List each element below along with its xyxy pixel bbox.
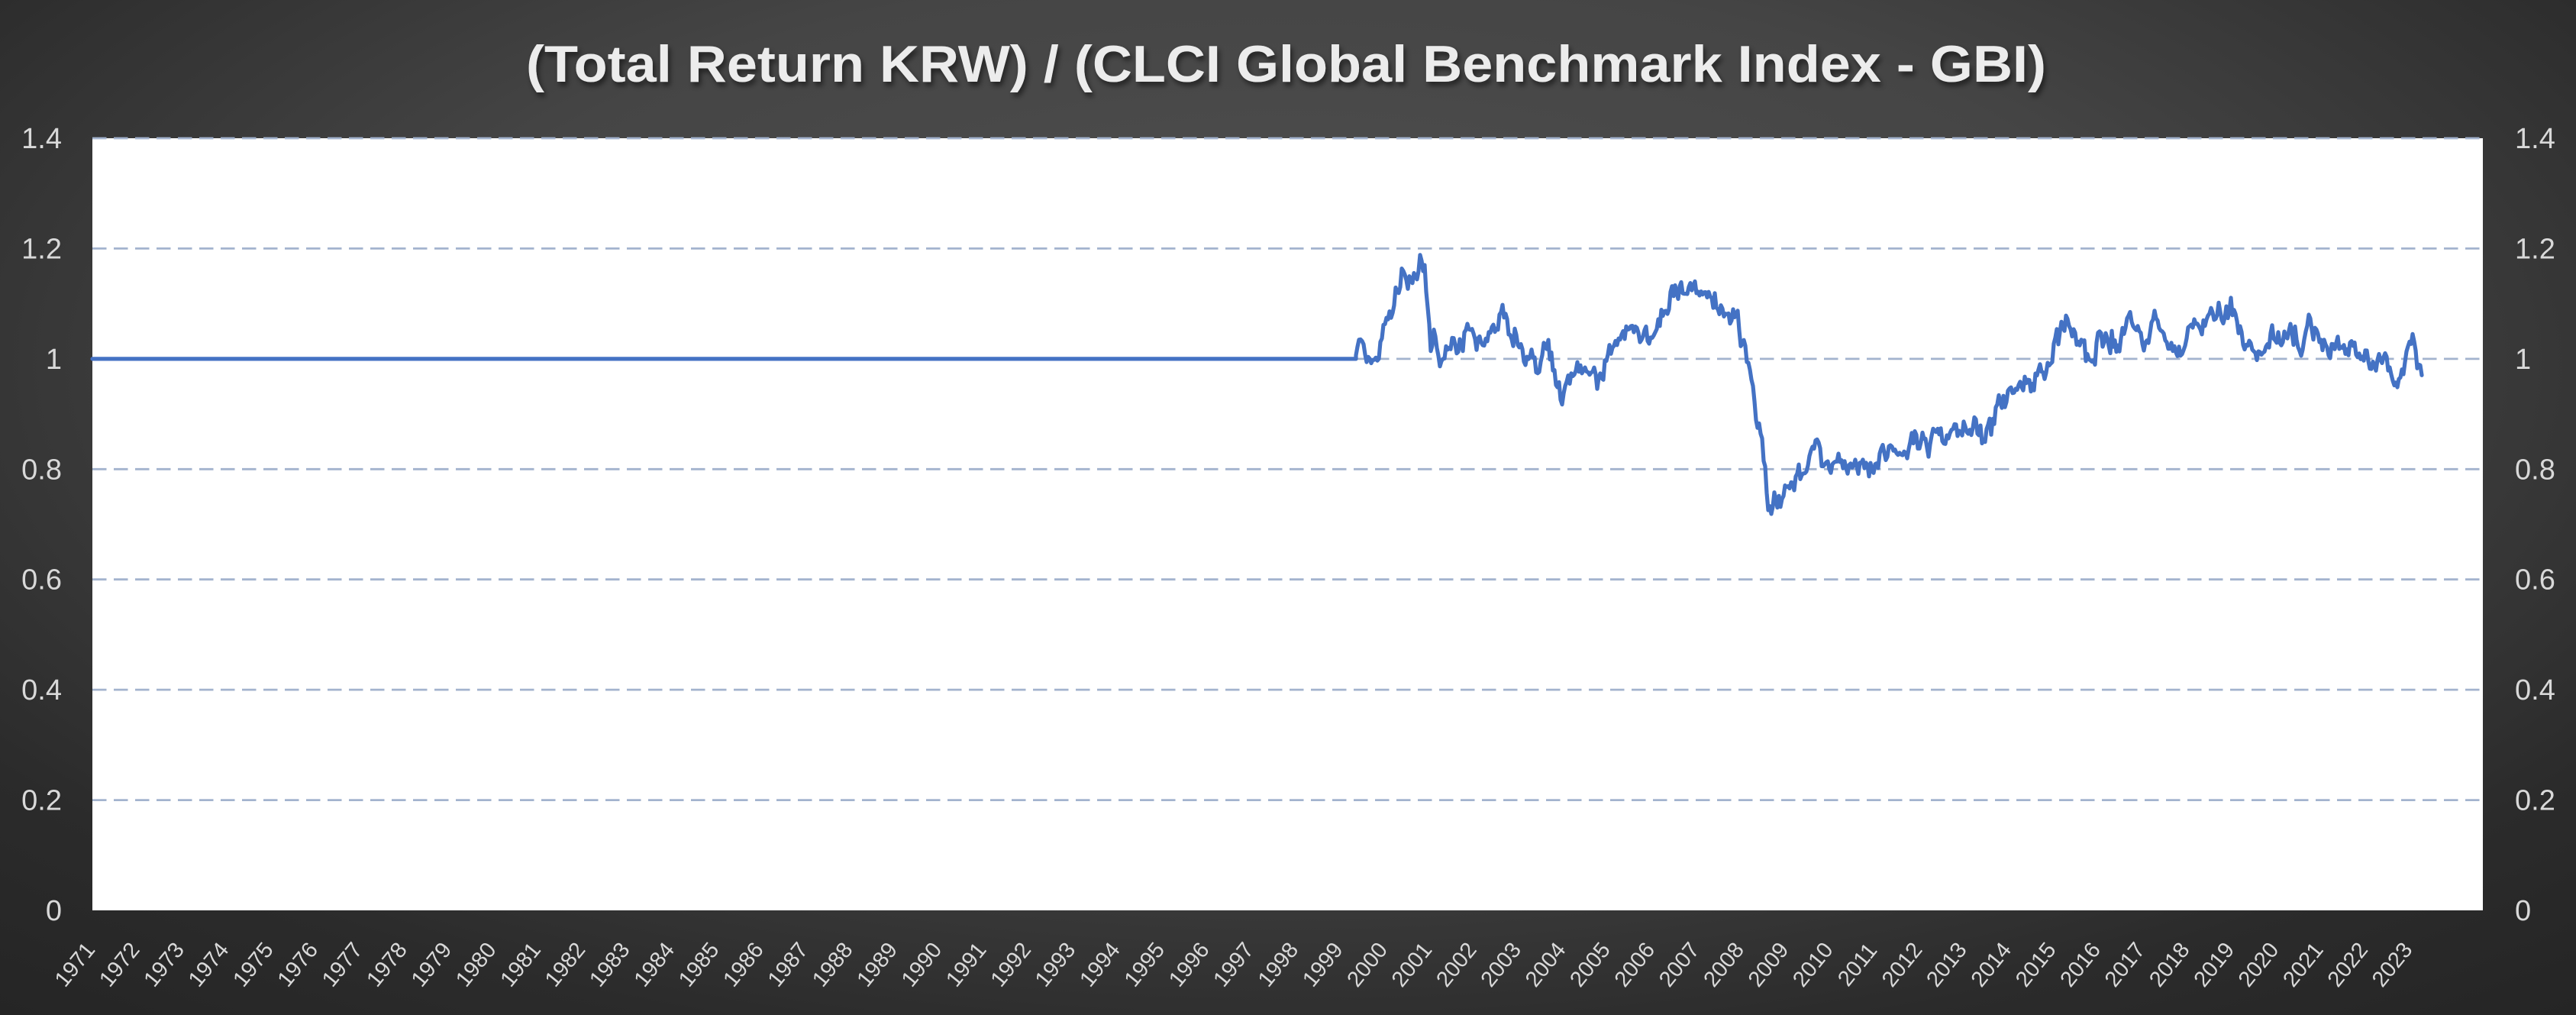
svg-text:1977: 1977: [318, 938, 367, 991]
svg-text:2015: 2015: [2011, 938, 2061, 991]
svg-text:1994: 1994: [1075, 938, 1125, 991]
svg-text:0.6: 0.6: [21, 564, 62, 596]
svg-text:2016: 2016: [2055, 938, 2105, 991]
svg-text:0.2: 0.2: [21, 785, 62, 817]
svg-text:0.2: 0.2: [2515, 785, 2555, 817]
svg-text:0.8: 0.8: [2515, 454, 2555, 486]
svg-text:2001: 2001: [1387, 938, 1437, 991]
svg-text:1: 1: [2515, 344, 2531, 376]
svg-text:1980: 1980: [451, 938, 501, 991]
svg-text:2000: 2000: [1342, 938, 1392, 991]
svg-text:1972: 1972: [95, 938, 144, 991]
svg-text:1986: 1986: [718, 938, 768, 991]
svg-text:1998: 1998: [1254, 938, 1303, 991]
svg-text:2019: 2019: [2190, 938, 2239, 991]
svg-text:2023: 2023: [2368, 938, 2417, 991]
svg-text:0.6: 0.6: [2515, 564, 2555, 596]
svg-text:1983: 1983: [585, 938, 634, 991]
svg-text:1995: 1995: [1120, 938, 1170, 991]
svg-text:0: 0: [2515, 895, 2531, 927]
svg-text:1978: 1978: [362, 938, 412, 991]
svg-text:1975: 1975: [228, 938, 278, 991]
svg-text:2007: 2007: [1654, 938, 1704, 991]
svg-text:1: 1: [46, 344, 62, 376]
svg-text:2009: 2009: [1744, 938, 1793, 991]
svg-text:1987: 1987: [763, 938, 813, 991]
svg-text:2022: 2022: [2323, 938, 2373, 991]
svg-text:1989: 1989: [852, 938, 902, 991]
svg-text:1996: 1996: [1164, 938, 1214, 991]
svg-text:1992: 1992: [986, 938, 1036, 991]
svg-text:2012: 2012: [1877, 938, 1927, 991]
svg-text:2010: 2010: [1788, 938, 1838, 991]
svg-text:1.4: 1.4: [21, 123, 62, 155]
svg-text:2017: 2017: [2100, 938, 2150, 991]
svg-text:0.8: 0.8: [21, 454, 62, 486]
svg-text:1997: 1997: [1209, 938, 1258, 991]
svg-text:1984: 1984: [630, 938, 680, 991]
svg-text:2006: 2006: [1610, 938, 1660, 991]
svg-text:2014: 2014: [1967, 938, 2016, 991]
svg-text:1988: 1988: [808, 938, 857, 991]
svg-text:1993: 1993: [1031, 938, 1080, 991]
svg-text:2004: 2004: [1521, 938, 1570, 991]
svg-text:2008: 2008: [1699, 938, 1748, 991]
svg-text:2018: 2018: [2145, 938, 2194, 991]
svg-text:1971: 1971: [50, 938, 100, 991]
svg-text:1985: 1985: [674, 938, 724, 991]
svg-text:2003: 2003: [1477, 938, 1526, 991]
svg-text:2020: 2020: [2234, 938, 2284, 991]
svg-text:1999: 1999: [1298, 938, 1348, 991]
svg-text:2002: 2002: [1432, 938, 1481, 991]
svg-text:2013: 2013: [1922, 938, 1971, 991]
svg-text:1982: 1982: [541, 938, 590, 991]
svg-text:1.2: 1.2: [2515, 233, 2555, 265]
svg-text:1.2: 1.2: [21, 233, 62, 265]
svg-text:1979: 1979: [407, 938, 457, 991]
svg-text:1981: 1981: [496, 938, 545, 991]
svg-text:0.4: 0.4: [2515, 674, 2555, 706]
svg-text:2011: 2011: [1833, 939, 1882, 991]
svg-text:1973: 1973: [139, 938, 189, 991]
svg-text:1.4: 1.4: [2515, 123, 2555, 155]
svg-text:2021: 2021: [2278, 938, 2328, 991]
svg-text:2005: 2005: [1565, 938, 1615, 991]
svg-text:0.4: 0.4: [21, 674, 62, 706]
svg-text:1976: 1976: [273, 938, 323, 991]
svg-text:1990: 1990: [897, 938, 947, 991]
svg-text:0: 0: [46, 895, 62, 927]
svg-text:1991: 1991: [941, 938, 991, 991]
svg-text:1974: 1974: [184, 938, 234, 991]
svg-text:(Total Return KRW) / (CLCI Glo: (Total Return KRW) / (CLCI Global Benchm…: [526, 35, 2046, 93]
